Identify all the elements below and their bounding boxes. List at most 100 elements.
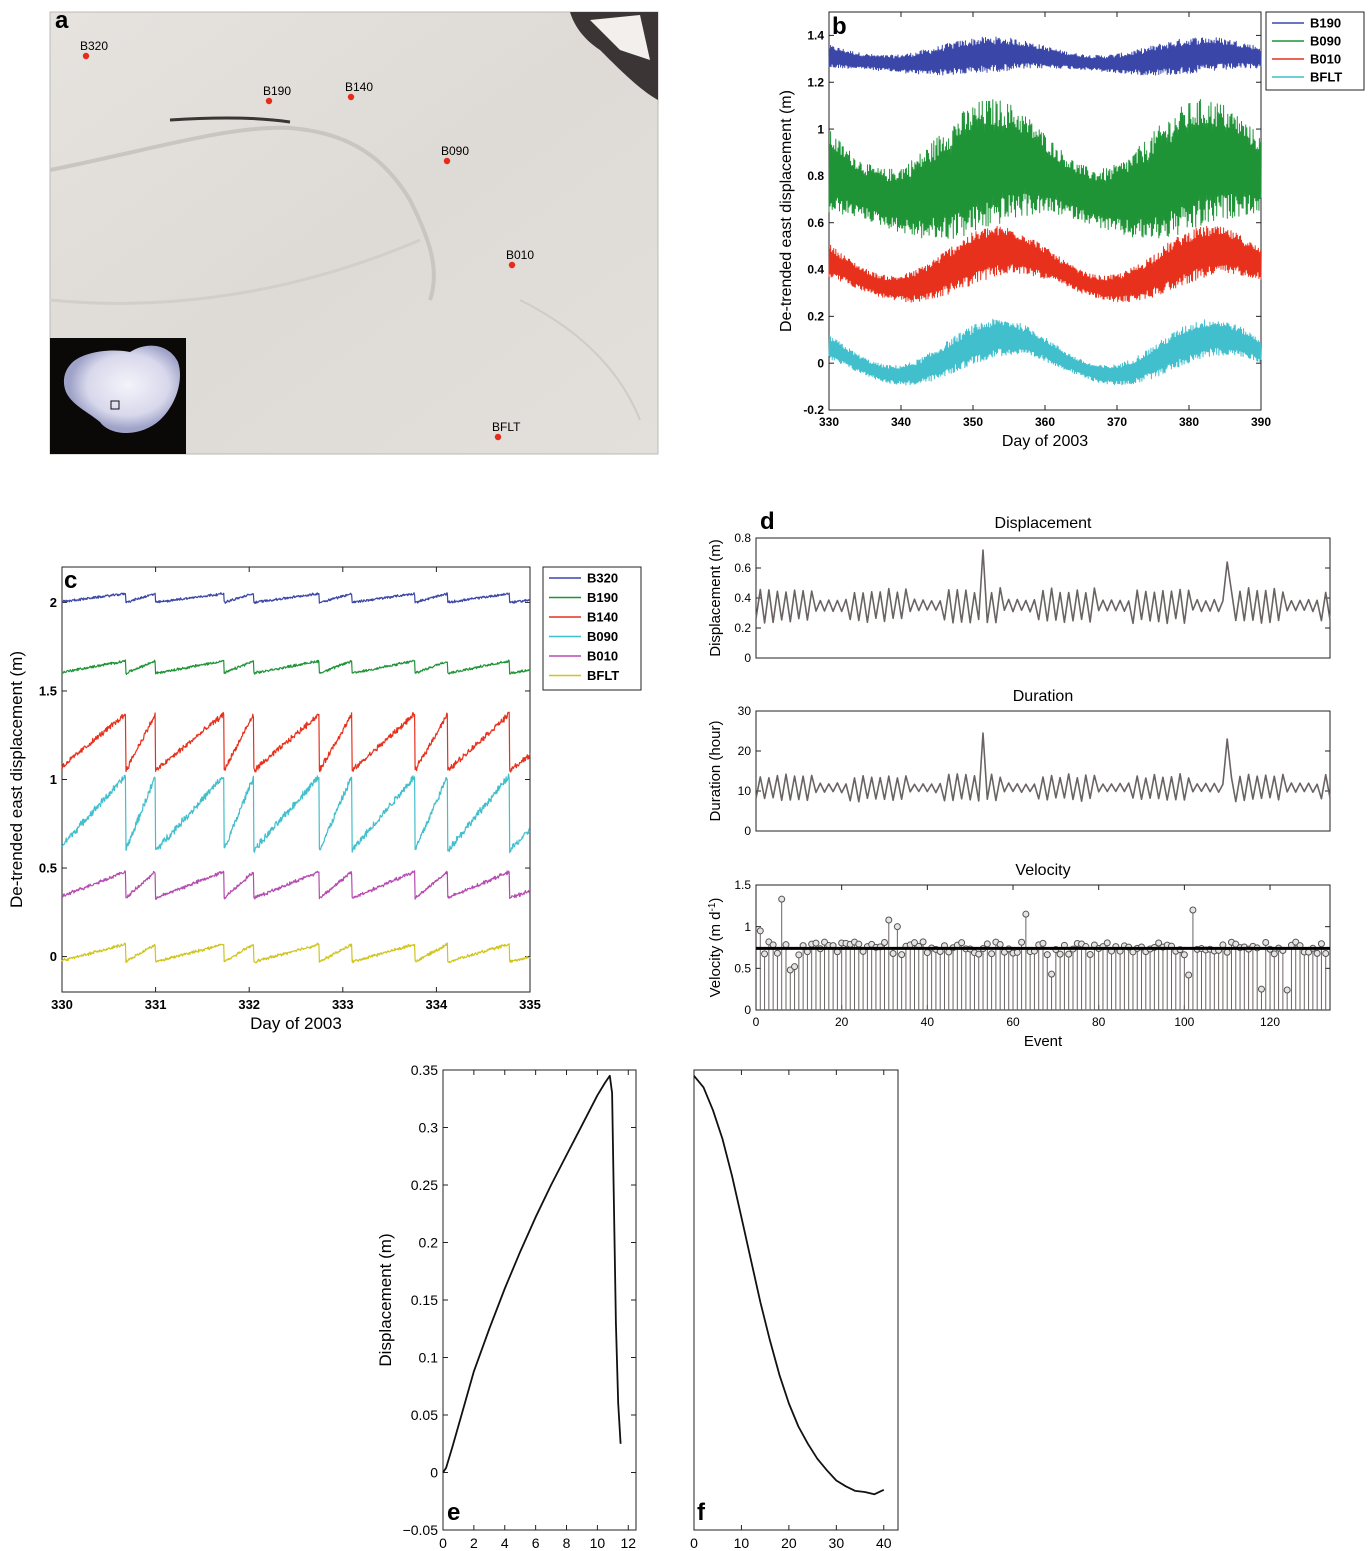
y-tick-label: 0.2 [734,621,751,635]
y-tick-label: 0.35 [411,1062,438,1078]
x-tick-label: 12 [620,1535,636,1551]
station-label-b140: B140 [345,80,373,94]
series-line-b090 [61,773,531,854]
series-line [693,1075,885,1496]
stem-marker [881,939,889,947]
stem-marker [761,950,769,958]
y-axis-label: Displacement (m) [707,539,724,657]
series-line-b190 [828,36,1262,76]
y-tick-label: 1.5 [734,878,751,892]
station-marker-b140 [347,93,355,101]
stem-marker [889,950,897,958]
stem-marker [756,927,764,935]
legend-box [542,566,642,691]
stem-marker [791,963,799,971]
stem-marker [1086,950,1094,958]
stem-marker [988,950,996,958]
stem-marker [958,939,966,947]
x-tick-label: 370 [1107,415,1127,429]
x-tick-label: 4 [501,1535,509,1551]
x-tick-label: 20 [781,1535,797,1551]
y-axis-label: Displacement (m) [376,1233,395,1366]
stem-marker [778,895,786,903]
stem-marker [1018,938,1026,946]
panel-d3: 0 20 40 60 80 100 120 0 0.5 1 1.5 Event Velocity (m … [707,862,1331,1050]
stem-marker [893,923,901,931]
x-tick-label: 350 [963,415,983,429]
legend-label-b010: B010 [1310,52,1341,67]
panel-a-map: B320 B190 B140 B090 B010 BFLT a [49,7,659,455]
y-tick-label: 0.15 [411,1292,438,1308]
station-label-bflt: BFLT [492,420,521,434]
stem-marker [1189,906,1197,914]
series-line [755,732,1331,803]
y-tick-label: 2 [50,595,57,610]
stem-marker [1270,950,1278,958]
stem-marker [919,938,927,946]
stem-marker [1257,985,1265,993]
x-tick-label: 10 [590,1535,606,1551]
x-tick-label: 60 [1006,1015,1020,1029]
y-tick-label: 1 [817,122,824,136]
legend-label-bflt: BFLT [587,668,619,683]
legend-label-b190: B190 [1310,16,1341,31]
stem-marker [1180,951,1188,959]
stem-marker [885,916,893,924]
map-ridge [49,125,436,301]
map-flowline [49,238,421,305]
series-line-b140 [61,711,531,773]
station-markers: B320 B190 B140 B090 B010 BFLT [80,39,534,441]
legend-label-bflt: BFLT [1310,70,1342,85]
x-tick-label: 120 [1260,1015,1280,1029]
x-tick-label: 330 [51,997,73,1012]
x-tick-label: 340 [891,415,911,429]
stem-marker [1283,986,1291,994]
x-tick-label: 80 [1092,1015,1106,1029]
y-tick-label: 0.6 [807,216,824,230]
y-tick-label: 0 [744,824,751,838]
series-line-b010 [61,870,531,900]
x-tick-label: 360 [1035,415,1055,429]
series-line-b190 [61,659,531,676]
x-axis-label: Day of 2003 [250,1014,342,1033]
y-axis-label: Duration (hour) [707,721,724,822]
station-marker-b090 [443,157,451,165]
x-axis-label: Day of 2003 [1002,433,1088,450]
legend-label-b090: B090 [1310,34,1341,49]
inset-study-box [110,400,120,410]
series-line-bflt [61,942,531,964]
y-tick-label: -0.2 [803,403,824,417]
y-tick-label: 1.5 [39,684,57,699]
panel-c: 330 331 332 333 334 335 0 0.5 1 1.5 2 Day of 2003 De… [7,566,642,1033]
series-line-b320 [61,592,531,605]
y-tick-label: 30 [738,704,752,718]
stem-marker [1155,939,1163,947]
x-tick-label: 100 [1174,1015,1194,1029]
x-tick-label: 331 [145,997,167,1012]
panel-title: Duration [1013,688,1073,705]
panel-d2: 0 10 20 30 Duration (hour) Duration [707,688,1331,838]
stem-marker [1262,939,1270,947]
y-tick-label: 0 [744,1003,751,1017]
y-tick-label: 0.2 [807,310,824,324]
y-axis-label: Velocity (m d-1) [707,898,725,998]
stem-marker [996,941,1004,949]
plot-area [755,710,1331,832]
stem-marker [1048,970,1056,978]
panel-letter-c: c [64,567,77,594]
stem-marker [983,940,991,948]
x-tick-label: 6 [532,1535,540,1551]
station-marker-b320 [82,52,90,60]
stem-marker [1223,948,1231,956]
y-tick-label: 0.1 [419,1349,439,1365]
series-line [442,1074,622,1474]
stem-marker [782,941,790,949]
y-tick-label: 0.3 [419,1119,439,1135]
legend-label-b010: B010 [587,649,618,664]
y-tick-label: 1.2 [807,75,824,89]
x-tick-label: 330 [819,415,839,429]
legend-label-b320: B320 [587,571,618,586]
panel-letter-b: b [832,13,847,40]
x-tick-label: 0 [439,1535,447,1551]
